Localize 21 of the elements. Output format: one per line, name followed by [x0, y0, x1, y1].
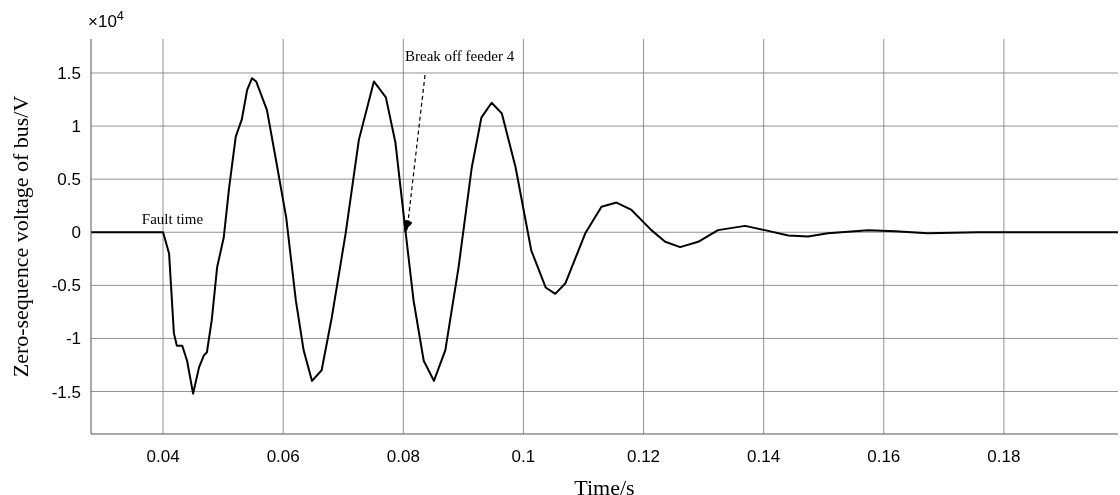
y-tick-label: 1 [71, 117, 81, 137]
y-tick-label: 1.5 [57, 64, 81, 84]
x-axis-title: Time/s [574, 475, 635, 495]
annotation: Fault time [141, 211, 204, 228]
x-tick-label: 0.14 [747, 447, 781, 467]
y-tick-label: 0.5 [57, 170, 81, 190]
x-tick-label: 0.06 [266, 447, 300, 467]
x-tick-label: 0.1 [511, 447, 536, 467]
x-tick-label: 0.12 [626, 447, 661, 467]
y-tick-label: -1.5 [51, 382, 81, 402]
y-tick-label: -0.5 [51, 276, 81, 296]
y-tick-label: 0 [71, 223, 81, 243]
x-tick-label: 0.08 [386, 447, 420, 467]
x-tick-label: 0.16 [867, 447, 901, 467]
annotation: Break off feeder 4 [405, 48, 515, 64]
line-series [91, 77, 1118, 395]
y-axis-title: Zero-sequence voltage of bus/V [7, 95, 33, 378]
y-tick-label: -1 [65, 329, 81, 349]
text: ×10$^{4}$ [88, 7, 124, 31]
x-tick-label: 0.04 [146, 447, 180, 467]
x-tick-label: 0.18 [987, 447, 1021, 467]
